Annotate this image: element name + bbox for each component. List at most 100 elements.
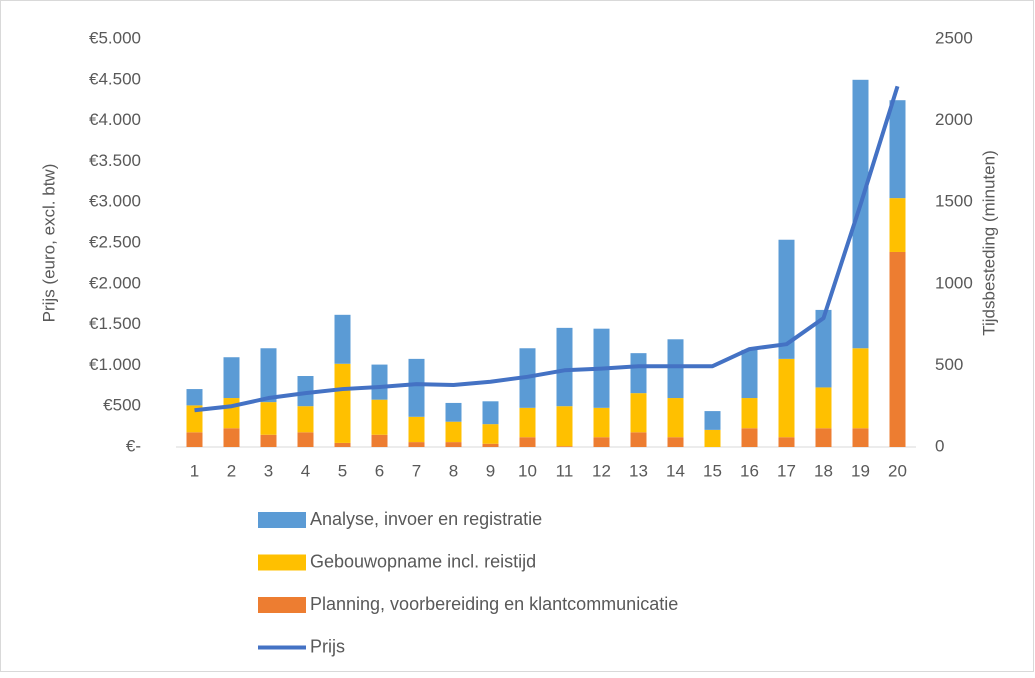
y-tick-label: €4.000	[89, 110, 141, 129]
bar	[593, 407, 610, 438]
x-tick-label: 2	[227, 461, 236, 480]
x-tick-label: 19	[851, 461, 870, 480]
legend-label: Planning, voorbereiding en klantcommunic…	[310, 594, 678, 614]
bar	[482, 401, 499, 425]
y2-tick-label: 1500	[935, 192, 973, 211]
bar	[556, 446, 573, 447]
y2-tick-label: 1000	[935, 273, 973, 292]
y2-axis-title: Tijdsbesteding (minuten)	[979, 150, 998, 336]
x-tick-label: 9	[486, 461, 495, 480]
bar	[371, 399, 388, 435]
bar	[408, 416, 425, 443]
x-tick-label: 17	[777, 461, 796, 480]
bar	[778, 239, 795, 359]
y2-tick-label: 500	[935, 355, 963, 374]
legend-label: Gebouwopname incl. reistijd	[310, 551, 536, 571]
y-tick-label: €2.000	[89, 273, 141, 292]
bar	[223, 398, 240, 429]
bar	[408, 358, 425, 417]
legend-swatch	[258, 597, 306, 613]
bar	[667, 437, 684, 447]
bar	[519, 407, 536, 438]
y-tick-label: €500	[103, 396, 141, 415]
bar	[260, 348, 277, 403]
x-tick-label: 13	[629, 461, 648, 480]
y-tick-label: €1.000	[89, 355, 141, 374]
bar	[815, 428, 832, 447]
y-tick-label: €4.500	[89, 69, 141, 88]
y-tick-label: €-	[126, 436, 141, 455]
bar	[815, 387, 832, 429]
bar	[260, 402, 277, 435]
x-tick-label: 18	[814, 461, 833, 480]
x-tick-label: 12	[592, 461, 611, 480]
y-axis-title: Prijs (euro, excl. btw)	[39, 164, 58, 323]
bar	[223, 428, 240, 447]
x-tick-label: 7	[412, 461, 421, 480]
bar	[408, 442, 425, 447]
x-tick-label: 8	[449, 461, 458, 480]
bar	[482, 443, 499, 447]
bar	[741, 428, 758, 447]
bar	[445, 442, 462, 447]
y-tick-label: €1.500	[89, 314, 141, 333]
x-tick-label: 3	[264, 461, 273, 480]
x-tick-label: 10	[518, 461, 537, 480]
bar	[630, 353, 647, 394]
bar	[889, 198, 906, 252]
bar	[852, 428, 869, 447]
bar	[889, 100, 906, 199]
bar	[852, 79, 869, 349]
bar	[556, 406, 573, 447]
bar	[778, 358, 795, 438]
x-tick-label: 6	[375, 461, 384, 480]
bar	[445, 421, 462, 443]
y-tick-label: €2.500	[89, 232, 141, 251]
bar	[260, 434, 277, 447]
y2-tick-label: 2000	[935, 110, 973, 129]
bar	[630, 393, 647, 433]
bar	[186, 432, 203, 447]
bar	[334, 442, 351, 447]
bar	[667, 339, 684, 399]
bar	[297, 432, 314, 447]
x-tick-label: 5	[338, 461, 347, 480]
bar	[778, 437, 795, 447]
bar	[889, 251, 906, 447]
bar	[297, 376, 314, 407]
bar	[445, 402, 462, 422]
bar	[593, 437, 610, 447]
bar	[297, 406, 314, 433]
x-tick-label: 16	[740, 461, 759, 480]
y-tick-label: €3.500	[89, 151, 141, 170]
x-tick-label: 11	[556, 461, 574, 480]
bar	[741, 398, 758, 429]
bar	[852, 348, 869, 429]
bar	[186, 389, 203, 406]
bar	[704, 429, 721, 447]
bar	[371, 364, 388, 400]
x-tick-label: 14	[666, 461, 685, 480]
bar	[371, 434, 388, 447]
bar	[667, 398, 684, 438]
bar	[630, 432, 647, 447]
legend-label: Analyse, invoer en registratie	[310, 509, 542, 529]
y2-tick-label: 0	[935, 436, 944, 455]
bar	[556, 327, 573, 407]
line	[194, 85, 900, 413]
x-tick-label: 1	[190, 461, 199, 480]
bar	[223, 357, 240, 399]
bar	[482, 424, 499, 444]
bar	[186, 405, 203, 433]
bar	[334, 314, 351, 364]
x-tick-label: 4	[301, 461, 310, 480]
legend-swatch	[258, 554, 306, 571]
y-tick-label: €5.000	[89, 28, 141, 47]
bar	[519, 437, 536, 447]
y2-tick-label: 2500	[935, 28, 973, 47]
x-tick-label: 20	[888, 461, 907, 480]
y-tick-label: €3.000	[89, 192, 141, 211]
bar	[704, 411, 721, 430]
legend-label: Prijs	[310, 636, 345, 656]
